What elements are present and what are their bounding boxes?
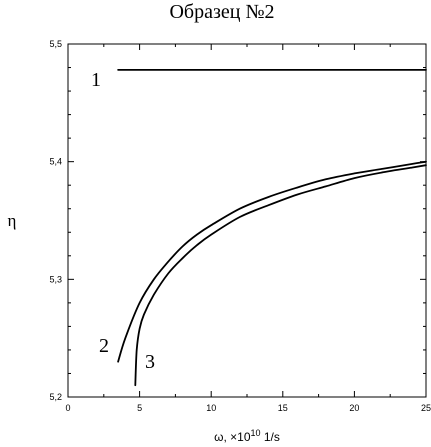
- x-tick-label: 25: [421, 403, 431, 413]
- series-group: [117, 68, 427, 387]
- plot-frame: [67, 43, 427, 398]
- series-3-label: 3: [145, 351, 155, 373]
- x-axis-label-unit: 1/s: [261, 430, 280, 444]
- y-tick-label: 5,5: [49, 39, 62, 49]
- y-tick-label: 5,3: [49, 274, 62, 284]
- series-2-line: [117, 160, 427, 363]
- series-2-label: 2: [99, 335, 109, 357]
- y-axis: 5,2 5,3 5,4 5,5: [49, 39, 426, 402]
- x-tick-label: 20: [349, 403, 359, 413]
- x-axis-label: ω, ×1010 1/s: [214, 428, 280, 444]
- x-axis: 0 5 10 15 20 25: [65, 44, 431, 413]
- x-tick-label: 0: [65, 403, 70, 413]
- chart-title: Образец №2: [169, 1, 274, 23]
- y-tick-label: 5,4: [49, 157, 62, 167]
- x-axis-label-base: ω, ×10: [214, 430, 251, 444]
- x-tick-label: 15: [278, 403, 288, 413]
- series-1-label: 1: [91, 69, 101, 91]
- series-3-line: [134, 164, 427, 387]
- y-axis-label: η: [8, 211, 17, 230]
- x-tick-label: 10: [206, 403, 216, 413]
- x-axis-label-exponent: 10: [251, 428, 261, 438]
- y-tick-label: 5,2: [49, 392, 62, 402]
- x-tick-label: 5: [137, 403, 142, 413]
